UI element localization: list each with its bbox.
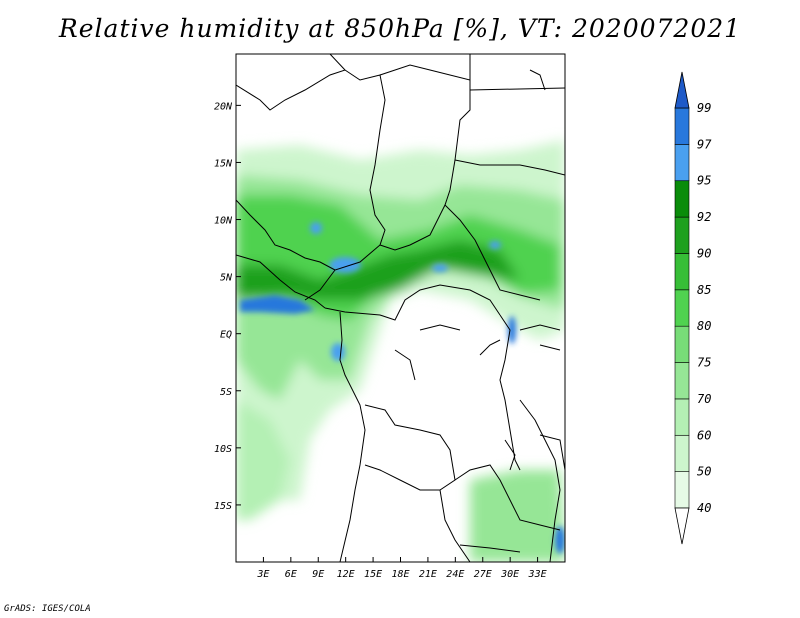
colorbar-label: 80	[697, 319, 711, 333]
colorbar-segment	[674, 471, 690, 509]
colorbar-label: 90	[697, 246, 711, 260]
colorbar-label: 75	[697, 356, 711, 370]
x-tick-label: 27E	[474, 569, 492, 580]
humidity-max-lake	[508, 316, 516, 344]
colorbar-label: 50	[697, 465, 711, 479]
colorbar-label: 99	[697, 101, 711, 115]
y-tick-label: EQ	[220, 330, 232, 341]
colorbar-label: 70	[697, 392, 711, 406]
x-tick-label: 6E	[285, 569, 297, 580]
colorbar-segment	[674, 253, 690, 291]
humidity-area-southwest	[236, 400, 290, 520]
colorbar-segment	[674, 180, 690, 218]
x-tick-label: 3E	[256, 569, 269, 580]
y-tick-label: 15S	[214, 501, 232, 512]
humidity-max-gulf	[240, 295, 315, 314]
colorbar: 40 50 60 70 75 80 85 90 92 95 97 99	[674, 71, 712, 545]
humidity-field	[236, 140, 565, 562]
y-tick-label: 20N	[214, 101, 233, 112]
x-tick-label: 12E	[337, 569, 355, 580]
colorbar-label: 40	[697, 501, 711, 515]
colorbar-segment	[674, 362, 690, 400]
x-tick-label: 33E	[528, 569, 547, 580]
humidity-max-sudan	[489, 241, 501, 249]
colorbar-segment	[674, 144, 690, 182]
humidity-max-cameroon	[329, 257, 361, 273]
colorbar-top-triangle	[674, 71, 690, 109]
x-tick-label: 15E	[364, 569, 382, 580]
colorbar-bottom-triangle	[674, 507, 690, 545]
x-tick-label: 30E	[500, 569, 519, 580]
x-tick-label: 21E	[419, 569, 437, 580]
colorbar-label: 92	[697, 210, 711, 224]
map-title: Relative humidity at 850hPa [%], VT: 202…	[58, 14, 742, 43]
country-borders	[236, 54, 565, 562]
x-tick-label: 9E	[312, 569, 324, 580]
colorbar-segment	[674, 434, 690, 472]
humidity-area-darkest	[236, 240, 520, 300]
colorbar-segment	[674, 216, 690, 254]
y-tick-label: 5S	[220, 387, 232, 398]
humidity-max-car	[432, 264, 448, 272]
humidity-max-mozambique	[555, 526, 565, 554]
colorbar-label: 85	[697, 283, 711, 297]
y-tick-label: 15N	[214, 158, 233, 169]
colorbar-label: 60	[697, 428, 711, 442]
colorbar-label: 97	[697, 137, 712, 151]
y-tick-label: 5N	[220, 273, 233, 284]
colorbar-segment	[674, 289, 690, 327]
humidity-max-gabon	[331, 343, 345, 361]
x-tick-label: 24E	[446, 569, 464, 580]
humidity-max-chad	[310, 222, 322, 234]
y-tick-label: 10N	[214, 216, 233, 227]
colorbar-label: 95	[697, 174, 711, 188]
colorbar-segment	[674, 325, 690, 363]
x-tick-label: 18E	[391, 569, 409, 580]
colorbar-segment	[674, 398, 690, 436]
credit-text: GrADS: IGES/COLA	[4, 604, 91, 614]
x-axis-ticks: 3E 6E 9E 12E 15E 18E 21E 24E 27E 30E 33E	[256, 557, 547, 580]
colorbar-segment	[674, 107, 690, 145]
y-tick-label: 10S	[214, 444, 232, 455]
y-axis-ticks: 20N 15N 10N 5N EQ 5S 10S 15S	[214, 101, 241, 512]
